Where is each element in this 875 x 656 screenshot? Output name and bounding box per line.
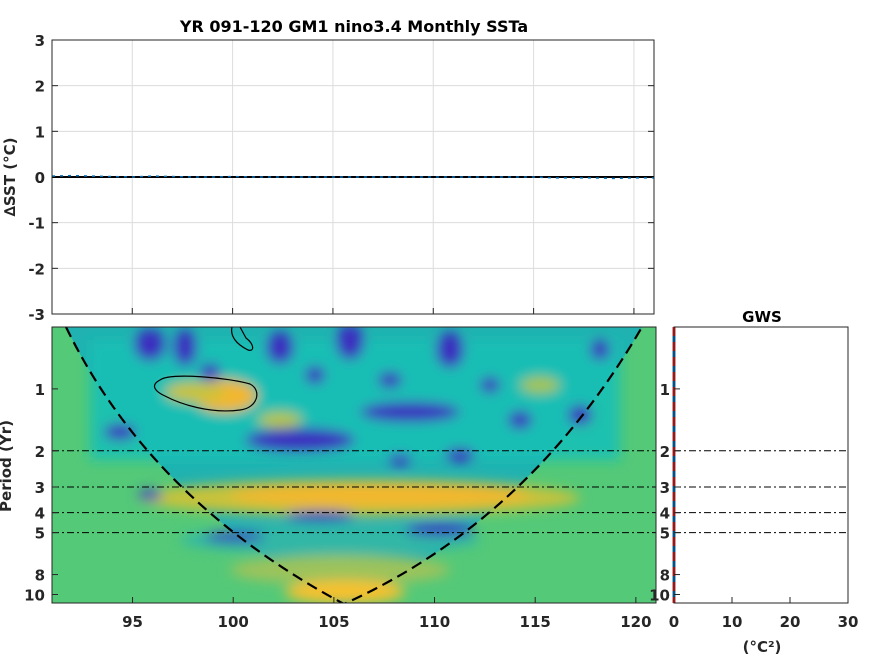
top-y-tick-label: -2 (28, 260, 45, 278)
wavelet-y-tick-label: 8 (35, 567, 45, 585)
gws-reference-period-lines (674, 450, 848, 534)
top-y-axis-label: ∆SST (°C) (1, 137, 19, 216)
wavelet-x-tick-label: 115 (520, 613, 551, 631)
top-y-tick-label: 3 (35, 32, 45, 50)
top-y-tick-label: -1 (28, 215, 45, 233)
power-low-blob (508, 411, 532, 429)
gws-x-tick-label: 10 (722, 613, 743, 631)
gws-y-tick-label: 3 (660, 479, 670, 497)
wavelet-y-axis-label: Period (Yr) (0, 420, 15, 512)
power-low-blob (480, 377, 500, 393)
power-low-blob (138, 490, 162, 500)
power-low-blob (266, 332, 294, 364)
top-y-tick-label: 1 (35, 123, 45, 141)
power-low-blob (104, 424, 136, 440)
wavelet-x-tick-label: 105 (318, 613, 349, 631)
wavelet-x-tick-label: 120 (620, 613, 651, 631)
power-low-blob (436, 332, 464, 368)
significance-contour-small (231, 327, 254, 351)
power-band-4-5yr (180, 526, 480, 554)
top-y-tick-label: 2 (35, 78, 45, 96)
cone-of-influence (65, 327, 643, 603)
power-low-blob (245, 428, 355, 452)
sst-timeseries-panel: YR 091-120 GM1 nino3.4 Monthly SSTa -3 -2… (1, 17, 655, 324)
gws-title: GWS (742, 308, 782, 326)
power-low-blob (205, 532, 265, 542)
power-band-8yr (230, 555, 450, 585)
wavelet-x-tick-label: 110 (419, 613, 450, 631)
gws-y-tick-label: 4 (660, 505, 670, 523)
gws-plot-area (674, 327, 848, 603)
wavelet-power-field (66, 327, 642, 603)
wavelet-power-panel: 95 100 105 110 115 120 1 2 3 4 5 810 Period (Yr) (0, 326, 657, 631)
power-yellow-small (520, 377, 560, 393)
wavelet-x-tick-label: 100 (218, 613, 249, 631)
power-low-blob (360, 402, 460, 422)
top-y-tick-label: 0 (35, 169, 45, 187)
gws-y-tick-label: 5 (660, 525, 670, 543)
power-low-blob (305, 366, 325, 384)
power-low-blob (378, 372, 402, 388)
power-low-blob (405, 524, 475, 536)
gws-x-axis-label: (°C²) (743, 638, 782, 656)
wavelet-y-tick-label: 4 (35, 505, 45, 523)
power-yellow-1yr (165, 382, 225, 402)
top-y-tick-label: -3 (28, 306, 45, 324)
top-chart-title: YR 091-120 GM1 nino3.4 Monthly SSTa (179, 17, 528, 36)
gws-y-tick-label: 10 (649, 586, 670, 604)
wavelet-y-tick-label: 2 (35, 443, 45, 461)
gws-axes-frame (673, 326, 849, 604)
top-axes-frame (51, 39, 655, 315)
wavelet-y-tick-label: 5 (35, 525, 45, 543)
gws-x-tick-label: 30 (838, 613, 859, 631)
wavelet-axis-ticks: 95 100 105 110 115 120 1 2 3 4 5 810 (24, 381, 651, 631)
significance-contour-1yr (154, 375, 258, 412)
gws-x-tick-label: 0 (669, 613, 679, 631)
power-peak-3yr (230, 483, 530, 507)
wavelet-y-tick-label: 1 (35, 381, 45, 399)
power-low-blob (590, 340, 610, 360)
power-low-blob (445, 448, 475, 462)
power-low-blob (285, 511, 355, 521)
wavelet-reference-period-lines (52, 450, 656, 534)
wavelet-y-tick-label: 3 (35, 479, 45, 497)
power-low-blob (336, 327, 364, 360)
power-low-blob (134, 329, 166, 361)
power-low-blob (173, 330, 197, 366)
power-low-blob (388, 454, 412, 466)
power-peak-10yr (285, 580, 405, 603)
wavelet-axes-frame (51, 326, 657, 604)
gws-y-tick-label: 8 (660, 567, 670, 585)
wavelet-y-tick-label: 10 (24, 586, 45, 604)
wavelet-x-tick-label: 95 (122, 613, 143, 631)
power-low-blob (568, 405, 592, 425)
power-blobs (90, 327, 620, 603)
power-yellow-small (258, 412, 302, 428)
gws-y-tick-label: 2 (660, 443, 670, 461)
gws-y-tick-label: 1 (660, 381, 670, 399)
gws-x-tick-label: 20 (780, 613, 801, 631)
